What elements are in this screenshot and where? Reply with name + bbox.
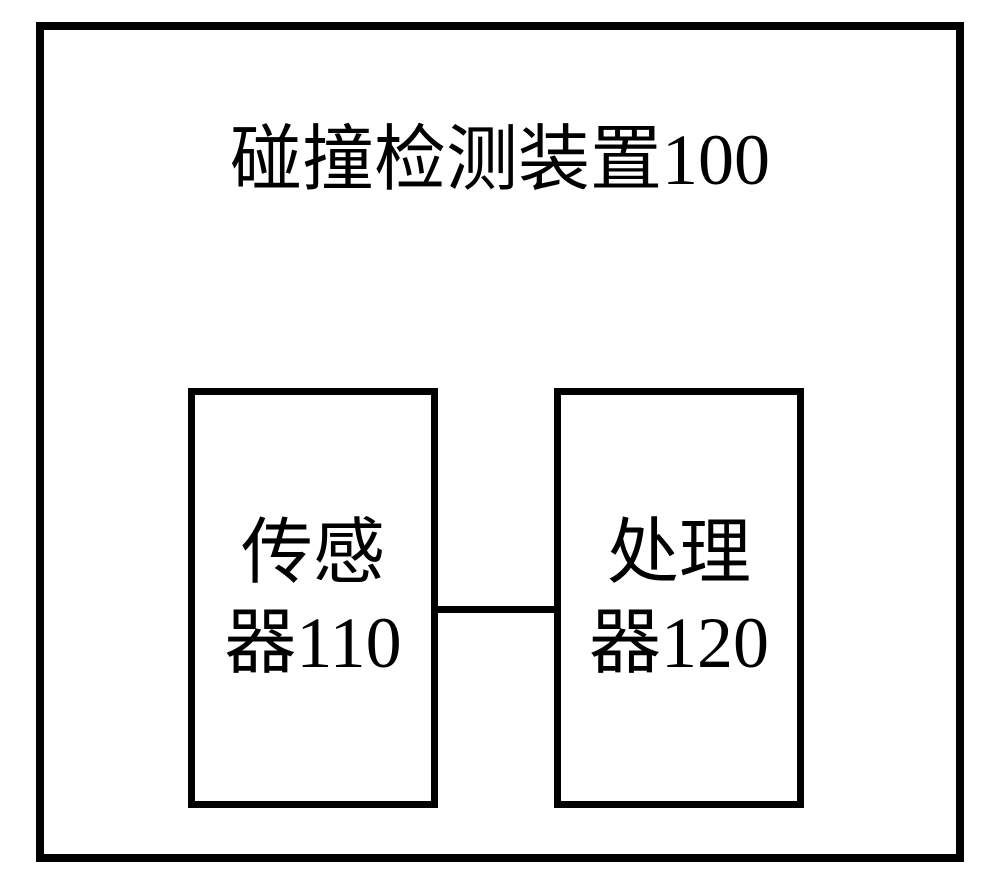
connector-line	[438, 606, 554, 613]
processor-box: 处理 器120	[554, 388, 804, 808]
sensor-label: 传感 器110	[224, 508, 401, 688]
sensor-box: 传感 器110	[188, 388, 438, 808]
diagram-title: 碰撞检测装置100	[170, 100, 830, 205]
processor-label: 处理 器120	[589, 508, 769, 688]
diagram-canvas: 碰撞检测装置100 传感 器110 处理 器120	[0, 0, 1000, 882]
